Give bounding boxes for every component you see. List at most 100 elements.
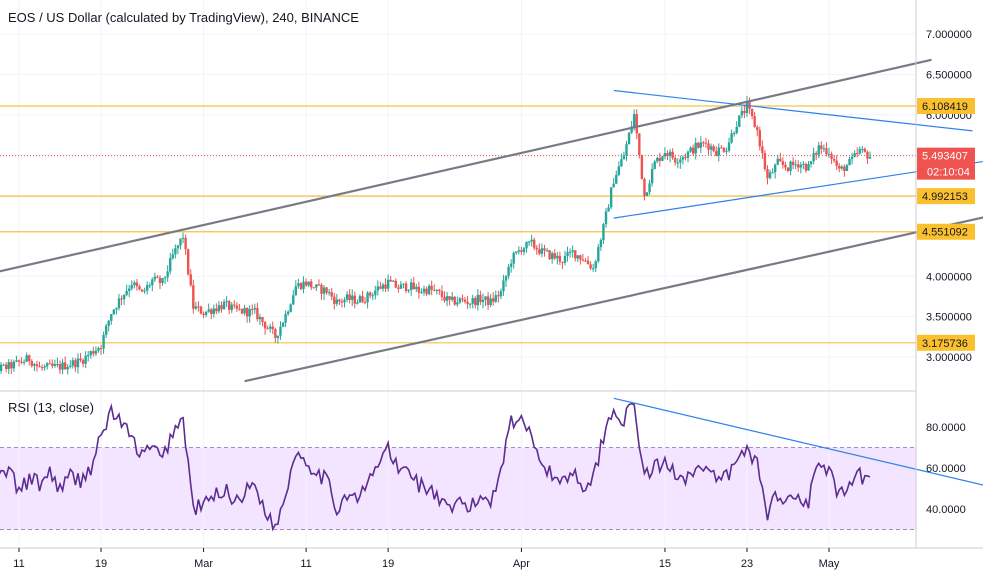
- candle-body: [10, 362, 13, 369]
- candle-body: [650, 168, 654, 184]
- candle-body: [402, 283, 405, 285]
- candle-body: [389, 279, 392, 282]
- candle-body: [186, 249, 190, 275]
- candle-body: [225, 301, 228, 303]
- candle-body: [456, 302, 459, 305]
- candle-body: [863, 148, 867, 152]
- time-tick-label: 11: [13, 558, 24, 570]
- price-panel[interactable]: [0, 0, 983, 391]
- candle-body: [335, 299, 339, 304]
- candle-body: [558, 255, 562, 262]
- candle-body: [22, 361, 26, 363]
- candle-body: [566, 252, 569, 256]
- triangle-upper-line[interactable]: [613, 89, 973, 132]
- candle-body: [668, 151, 672, 157]
- candle-body: [817, 145, 820, 155]
- rsi-trend-line[interactable]: [613, 397, 983, 509]
- candle-body: [466, 301, 469, 305]
- candle-body: [348, 294, 351, 300]
- candle-body: [584, 260, 587, 262]
- candle-body: [648, 183, 651, 193]
- candle-body: [807, 164, 810, 171]
- candle-body: [243, 307, 246, 314]
- candle-body: [586, 260, 590, 265]
- candle-body: [507, 266, 510, 277]
- candle-body: [281, 322, 285, 327]
- level-price-label: 4.551092: [922, 227, 968, 239]
- rsi-panel[interactable]: [0, 392, 983, 548]
- rsi-title: RSI (13, close): [8, 400, 94, 415]
- candle-body: [74, 360, 77, 368]
- candle-body: [404, 283, 408, 291]
- candle-body: [230, 304, 233, 310]
- candle-body: [279, 326, 282, 336]
- candle-body: [730, 133, 733, 143]
- candle-body: [658, 157, 662, 161]
- candle-body: [92, 351, 95, 354]
- candle-body: [545, 250, 549, 252]
- time-axis[interactable]: 11 19 Mar 11 19 Apr 15 23 May: [13, 548, 840, 570]
- candle-body: [386, 279, 390, 289]
- candle-body: [368, 292, 372, 296]
- candle-body: [676, 162, 679, 164]
- candle-body: [820, 145, 823, 149]
- candle-body: [292, 295, 295, 305]
- candle-body: [361, 296, 364, 302]
- channel-upper-line[interactable]: [0, 58, 932, 276]
- candle-body: [258, 317, 262, 320]
- candle-body: [497, 295, 500, 297]
- candle-body: [663, 153, 667, 157]
- candle-body: [525, 241, 528, 249]
- candle-body: [740, 110, 744, 116]
- price-axis[interactable]: 7.0000006.5000006.0000005.5000005.000000…: [917, 29, 975, 364]
- candle-body: [420, 292, 423, 294]
- rsi-axis[interactable]: 80.0000 60.0000 40.0000: [926, 422, 966, 516]
- candle-body: [4, 364, 8, 369]
- candle-body: [145, 285, 149, 291]
- candle-body: [632, 114, 636, 127]
- candle-body: [299, 283, 303, 290]
- candle-body: [561, 261, 564, 263]
- candle-body: [263, 322, 267, 329]
- candle-body: [868, 157, 872, 159]
- candle-body: [638, 133, 641, 155]
- candle-body: [128, 288, 131, 291]
- candle-body: [743, 110, 746, 114]
- candle-body: [176, 245, 180, 249]
- candle-body: [94, 350, 98, 354]
- channel-lower-line[interactable]: [244, 161, 983, 383]
- candle-body: [802, 163, 805, 165]
- candle-body: [399, 284, 403, 289]
- candle-body: [822, 148, 826, 150]
- candle-body: [379, 286, 382, 289]
- candle-body: [768, 172, 772, 179]
- candle-body: [35, 364, 39, 367]
- candle-body: [656, 157, 659, 162]
- candle-body: [504, 276, 508, 281]
- candle-body: [799, 164, 803, 168]
- candle-body: [409, 282, 413, 291]
- candle-body: [756, 127, 759, 131]
- candle-body: [99, 348, 103, 350]
- candle-body: [274, 329, 277, 338]
- candle-body: [412, 282, 415, 290]
- candle-body: [433, 289, 436, 291]
- candle-body: [304, 281, 308, 286]
- candle-body: [215, 308, 218, 312]
- candle-body: [735, 126, 738, 133]
- candle-body: [289, 304, 292, 312]
- candle-body: [343, 299, 346, 303]
- bar-countdown-label: 02:10:04: [927, 167, 970, 179]
- candle-body: [133, 282, 136, 286]
- candle-body: [855, 153, 859, 155]
- candle-body: [333, 296, 336, 304]
- level-price-badge: [917, 223, 975, 240]
- candle-body: [84, 355, 87, 364]
- candle-body: [568, 251, 572, 253]
- candle-body: [58, 364, 62, 370]
- candle-body: [538, 249, 541, 254]
- price-tick-label: 6.500000: [926, 69, 972, 81]
- candle-body: [607, 207, 610, 212]
- candle-body: [517, 250, 521, 252]
